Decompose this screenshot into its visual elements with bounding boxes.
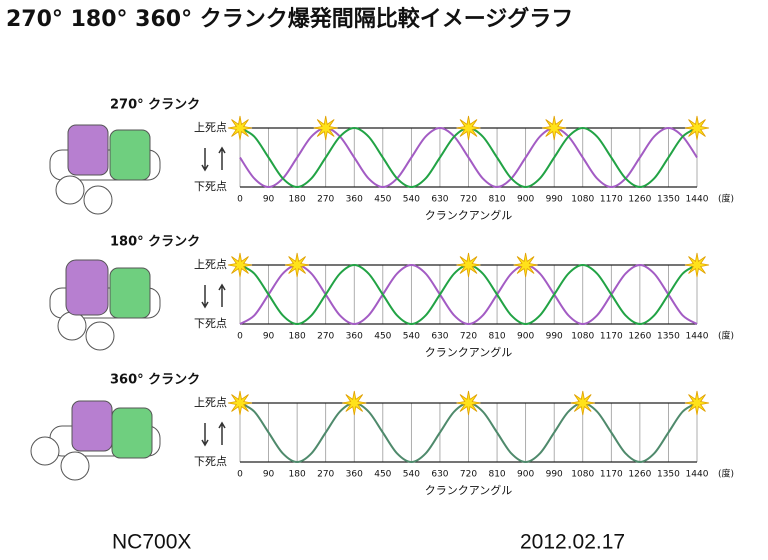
x-tick-label: 360 [346, 332, 363, 342]
x-axis-label: クランクアングル [425, 483, 513, 497]
x-tick-label: 810 [488, 332, 505, 342]
direction-arrows [201, 421, 226, 447]
x-tick-label: 360 [346, 470, 363, 480]
x-tick-label: 90 [263, 470, 275, 480]
x-tick-label: 900 [517, 470, 534, 480]
x-tick-label: 180 [289, 332, 306, 342]
firing-star [227, 115, 253, 141]
x-tick-label: 1440 [686, 195, 709, 205]
firing-star [227, 252, 253, 278]
x-tick-label: 630 [431, 195, 448, 205]
y-tick-label: 上死点 [194, 258, 227, 271]
direction-arrows [201, 146, 226, 172]
engine-illustrations [30, 124, 161, 481]
x-tick-label: 0 [237, 195, 243, 205]
x-tick-label: 1260 [628, 195, 651, 205]
series-line [239, 126, 698, 189]
x-tick-label: 720 [460, 195, 477, 205]
x-tick-label: 450 [374, 195, 391, 205]
x-tick-label: 450 [374, 470, 391, 480]
x-tick-label: 270 [317, 470, 334, 480]
x-tick-label: 1350 [657, 195, 680, 205]
firing-star [456, 390, 481, 416]
x-tick-label: 180 [289, 195, 306, 205]
x-tick-label: 180 [289, 470, 306, 480]
x-tick-label: 900 [517, 332, 534, 342]
x-tick-label: 0 [237, 332, 243, 342]
x-tick-label: 990 [546, 195, 563, 205]
x-tick-label: 720 [460, 470, 477, 480]
x-tick-label: 90 [263, 195, 275, 205]
x-tick-label: 630 [431, 332, 448, 342]
x-tick-label: 1080 [571, 332, 594, 342]
x-tick-label: 1440 [686, 470, 709, 480]
x-tick-label: 0 [237, 470, 243, 480]
x-unit: (度) [718, 330, 734, 342]
x-tick-label: 90 [263, 332, 275, 342]
x-tick-label: 360 [346, 195, 363, 205]
x-unit: (度) [718, 468, 734, 480]
x-tick-label: 1170 [600, 470, 623, 480]
x-tick-label: 900 [517, 195, 534, 205]
x-tick-label: 990 [546, 470, 563, 480]
y-tick-label: 下死点 [194, 317, 227, 330]
x-axis-label: クランクアングル [425, 345, 513, 359]
x-tick-label: 540 [403, 470, 420, 480]
x-tick-label: 1350 [657, 332, 680, 342]
firing-star [342, 390, 367, 416]
direction-arrows [201, 283, 226, 309]
x-axis-label: クランクアングル [425, 208, 513, 222]
x-tick-label: 810 [488, 470, 505, 480]
firing-star [542, 115, 567, 141]
y-tick-label: 下死点 [194, 455, 227, 468]
firing-star [513, 252, 538, 278]
firing-star [227, 390, 253, 416]
x-tick-label: 270 [317, 195, 334, 205]
firing-star [313, 115, 338, 141]
chart-title: 360° クランク [110, 373, 200, 388]
x-tick-label: 1080 [571, 470, 594, 480]
y-tick-label: 上死点 [194, 121, 227, 134]
x-tick-label: 990 [546, 332, 563, 342]
x-tick-label: 810 [488, 195, 505, 205]
firing-star [684, 390, 710, 416]
series-line [239, 263, 698, 326]
x-tick-label: 1350 [657, 470, 680, 480]
firing-star [570, 390, 595, 416]
chart-title: 180° クランク [110, 235, 200, 250]
x-tick-label: 1080 [571, 195, 594, 205]
x-tick-label: 270 [317, 332, 334, 342]
firing-star [456, 252, 481, 278]
x-tick-label: 1170 [600, 332, 623, 342]
model-name: NC700X [112, 531, 191, 554]
x-tick-label: 630 [431, 470, 448, 480]
date: 2012.02.17 [520, 531, 625, 554]
page-title: 270° 180° 360° クランク爆発間隔比較イメージグラフ [6, 6, 573, 32]
firing-star [456, 115, 481, 141]
x-tick-label: 1260 [628, 332, 651, 342]
x-tick-label: 540 [403, 332, 420, 342]
y-tick-label: 上死点 [194, 396, 227, 409]
firing-star [684, 252, 710, 278]
x-tick-label: 1260 [628, 470, 651, 480]
x-tick-label: 1440 [686, 332, 709, 342]
x-tick-label: 720 [460, 332, 477, 342]
y-tick-label: 下死点 [194, 180, 227, 193]
x-tick-label: 450 [374, 332, 391, 342]
firing-star [684, 115, 710, 141]
firing-star [285, 252, 310, 278]
x-unit: (度) [718, 193, 734, 205]
chart-title: 270° クランク [110, 98, 200, 113]
x-tick-label: 540 [403, 195, 420, 205]
x-tick-label: 1170 [600, 195, 623, 205]
